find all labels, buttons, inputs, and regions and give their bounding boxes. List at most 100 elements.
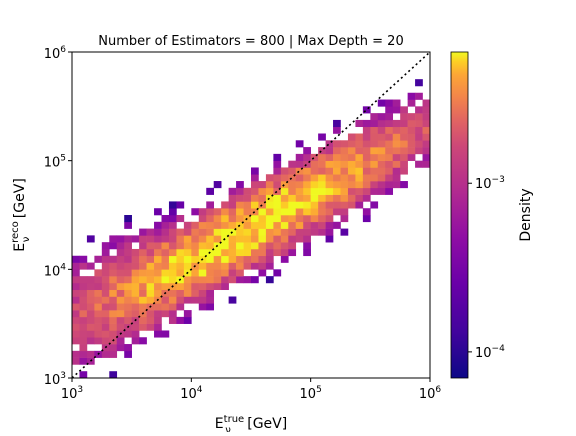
heatmap-cell	[86, 337, 95, 345]
heatmap-cell	[265, 276, 274, 284]
heatmap-cell	[318, 147, 326, 155]
heatmap-cell	[236, 215, 244, 223]
heatmap-cell	[340, 174, 349, 182]
heatmap-cell	[295, 221, 304, 229]
heatmap-cell	[213, 228, 222, 236]
heatmap-cell	[191, 289, 200, 297]
heatmap-cell	[198, 221, 207, 229]
heatmap-cell	[318, 153, 326, 161]
heatmap-cell	[415, 106, 423, 114]
heatmap-cell	[72, 282, 80, 291]
heatmap-cell	[79, 344, 88, 352]
heatmap-cell	[168, 289, 177, 297]
heatmap-cell	[161, 242, 170, 250]
heatmap-cell	[168, 276, 177, 284]
heatmap-cell	[154, 255, 162, 263]
heatmap-cell	[124, 255, 132, 263]
heatmap-cell	[355, 187, 364, 195]
heatmap-cell	[370, 167, 379, 175]
heatmap-cell	[154, 289, 162, 297]
heatmap-cell	[116, 316, 125, 324]
heatmap-cell	[385, 113, 394, 121]
heatmap-cell	[206, 282, 215, 291]
heatmap-cell	[333, 126, 341, 134]
heatmap-cell	[280, 187, 289, 195]
heatmap-cell	[206, 201, 215, 209]
heatmap-cell	[325, 194, 334, 202]
heatmap-cell	[243, 221, 252, 229]
heatmap-cell	[154, 242, 162, 250]
heatmap-cell	[139, 248, 147, 257]
heatmap-cell	[288, 228, 297, 236]
heatmap-cell	[258, 181, 267, 189]
heatmap-cell	[139, 316, 147, 324]
heatmap-cell	[355, 153, 364, 161]
heatmap-cell	[385, 126, 394, 134]
heatmap-cell	[109, 323, 118, 331]
heatmap-cell	[362, 153, 371, 161]
heatmap-cell	[295, 194, 304, 202]
heatmap-cell	[273, 208, 282, 216]
heatmap-cell	[303, 208, 311, 216]
heatmap-cell	[377, 126, 386, 134]
heatmap-cell	[139, 303, 147, 311]
heatmap-cell	[377, 119, 386, 128]
heatmap-cell	[206, 242, 215, 250]
heatmap-cell	[288, 242, 297, 250]
heatmap-cell	[86, 262, 95, 270]
heatmap-cell	[258, 201, 267, 209]
heatmap-cell	[183, 242, 192, 250]
heatmap-cell	[303, 181, 311, 189]
heatmap-cell	[273, 160, 282, 168]
heatmap-cell	[228, 262, 237, 270]
heatmap-cell	[206, 276, 215, 284]
heatmap-cell	[325, 228, 334, 236]
heatmap-cell	[325, 140, 334, 148]
heatmap-cell	[355, 174, 364, 182]
heatmap-cell	[310, 221, 319, 229]
heatmap-cell	[325, 174, 334, 182]
heatmap-cell	[154, 330, 162, 338]
x-axis-label: Etrue ν [GeV]	[215, 414, 287, 432]
heatmap-cell	[333, 140, 341, 148]
heatmap-cell	[79, 337, 88, 345]
heatmap-cell	[370, 147, 379, 155]
heatmap-cell	[273, 221, 282, 229]
heatmap-cell	[72, 330, 80, 338]
heatmap-cell	[333, 167, 341, 175]
heatmap-cell	[116, 303, 125, 311]
heatmap-cell	[265, 262, 274, 270]
heatmap-cell	[310, 174, 319, 182]
heatmap-cell	[340, 228, 349, 236]
heatmap-cell	[213, 221, 222, 229]
y-tick-label: 103	[44, 371, 66, 388]
heatmap-cell	[407, 147, 416, 155]
heatmap-cell	[176, 201, 185, 209]
heatmap-cell	[318, 187, 326, 195]
heatmap-cell	[168, 255, 177, 263]
heatmap-cell	[377, 167, 386, 175]
heatmap-cell	[213, 255, 222, 263]
heatmap-cell	[154, 310, 162, 318]
heatmap-cell	[131, 289, 140, 297]
heatmap-cell	[295, 215, 304, 223]
heatmap-cell	[295, 140, 304, 148]
heatmap-cell	[213, 181, 222, 189]
heatmap-cell	[154, 316, 162, 324]
heatmap-cell	[415, 126, 423, 134]
heatmap-cell	[370, 140, 379, 148]
y-axis-label: Erecoν [GeV]	[10, 178, 32, 252]
heatmap-cell	[415, 147, 423, 155]
heatmap-cell	[243, 228, 252, 236]
heatmap-cell	[183, 262, 192, 270]
heatmap-cell	[243, 194, 252, 202]
heatmap-cell	[116, 296, 125, 304]
heatmap-cell	[198, 303, 207, 311]
heatmap-cell	[236, 201, 244, 209]
heatmap-cell	[362, 187, 371, 195]
heatmap-cell	[131, 303, 140, 311]
heatmap-cell	[303, 147, 311, 155]
heatmap-cell	[347, 174, 356, 182]
heatmap-cell	[183, 228, 192, 236]
heatmap-cell	[251, 167, 259, 175]
